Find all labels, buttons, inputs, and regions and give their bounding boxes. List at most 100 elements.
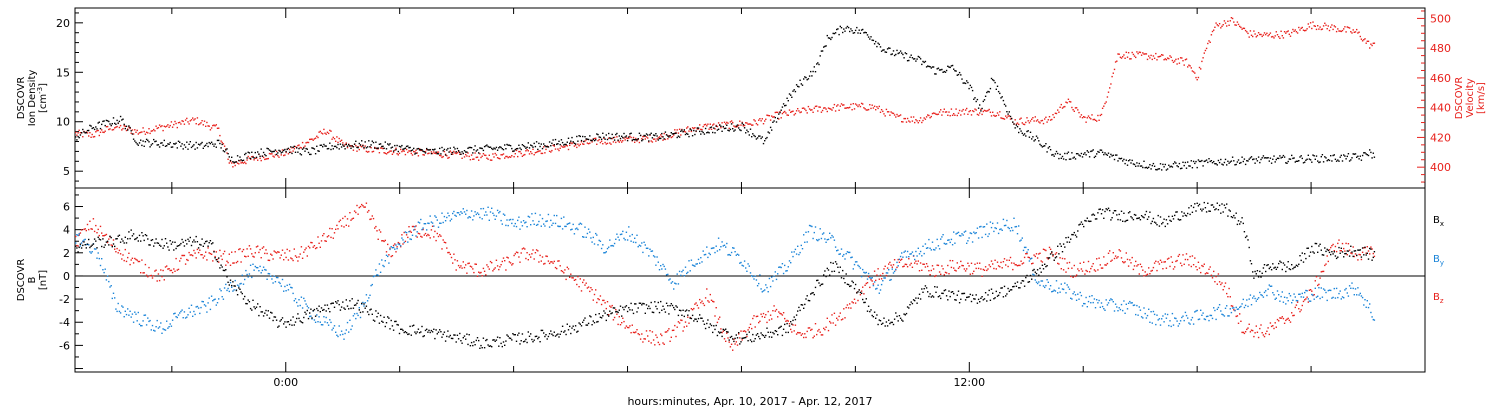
Bz-point xyxy=(613,316,616,319)
velocity-point xyxy=(800,111,802,113)
density-point xyxy=(1090,150,1092,153)
Bz-point xyxy=(617,323,619,326)
Bz-point xyxy=(1231,305,1234,307)
Bz-point xyxy=(751,327,753,330)
Bx-point xyxy=(583,319,585,321)
By-point xyxy=(220,290,222,292)
density-point xyxy=(617,139,619,141)
By-point xyxy=(1210,314,1213,317)
density-point xyxy=(602,132,604,134)
Bx-point xyxy=(590,316,592,318)
density-point xyxy=(414,153,416,155)
By-point xyxy=(712,247,714,249)
By-point xyxy=(891,268,893,270)
Bz-point xyxy=(1074,275,1077,278)
density-point xyxy=(222,150,225,152)
density-point xyxy=(765,137,767,140)
velocity-point xyxy=(1075,107,1078,109)
velocity-point xyxy=(1312,21,1314,23)
velocity-point xyxy=(486,157,488,159)
By-point xyxy=(1309,300,1312,302)
Bz-point xyxy=(1267,327,1269,329)
By-point xyxy=(1070,297,1072,299)
By-point xyxy=(261,269,264,272)
Bx-point xyxy=(388,317,390,319)
velocity-point xyxy=(216,127,219,129)
density-point xyxy=(481,147,483,150)
density-point xyxy=(1185,167,1188,169)
density-point xyxy=(657,139,659,141)
velocity-point xyxy=(1042,122,1045,125)
density-point xyxy=(361,140,363,142)
density-point xyxy=(1161,169,1163,171)
Bx-point xyxy=(397,324,399,326)
velocity-point xyxy=(585,139,587,141)
Bz-point xyxy=(408,226,410,228)
density-point xyxy=(407,145,409,147)
velocity-point xyxy=(1341,29,1344,32)
By-point xyxy=(803,234,805,236)
Bz-point xyxy=(830,322,832,324)
density-point xyxy=(597,133,599,136)
density-point xyxy=(168,143,170,145)
density-point xyxy=(190,146,193,149)
density-point xyxy=(300,154,303,156)
velocity-point xyxy=(1086,117,1088,119)
Bz-point xyxy=(883,268,885,270)
velocity-point xyxy=(1334,26,1337,28)
Bz-point xyxy=(1278,320,1280,322)
Bz-point xyxy=(421,236,423,238)
Bz-point xyxy=(193,249,195,252)
Bz-point xyxy=(1217,273,1220,275)
Bz-point xyxy=(472,268,474,270)
By-point xyxy=(448,215,450,217)
By-point xyxy=(143,314,145,316)
velocity-point xyxy=(1162,54,1164,56)
By-point xyxy=(173,313,175,315)
Bz-point xyxy=(833,312,836,314)
density-point xyxy=(1041,146,1044,148)
Bz-point xyxy=(831,314,833,316)
By-point xyxy=(1021,237,1023,239)
density-point xyxy=(846,25,849,28)
Bz-point xyxy=(839,312,841,314)
density-point xyxy=(335,145,337,148)
density-point xyxy=(598,136,600,138)
velocity-point xyxy=(560,145,563,147)
Bx-point xyxy=(475,339,477,342)
By-point xyxy=(996,222,999,224)
By-point xyxy=(827,238,830,241)
velocity-point xyxy=(1127,52,1130,54)
velocity-point xyxy=(877,107,879,110)
Bz-point xyxy=(478,271,480,273)
By-point xyxy=(668,279,670,281)
Bz-point xyxy=(1183,263,1185,265)
Bx-point xyxy=(423,335,425,337)
density-point xyxy=(1023,133,1026,135)
Bz-point xyxy=(335,228,337,230)
density-point xyxy=(318,150,320,152)
velocity-point xyxy=(1035,120,1038,122)
Bz-point xyxy=(953,267,955,269)
velocity-point xyxy=(687,126,689,128)
By-point xyxy=(426,229,428,231)
density-point xyxy=(852,32,854,34)
By-point xyxy=(176,316,178,319)
Bz-point xyxy=(1044,249,1046,251)
By-point xyxy=(96,257,98,259)
Bz-point xyxy=(957,267,960,269)
velocity-point xyxy=(281,149,284,151)
Bz-point xyxy=(850,307,852,309)
Bz-point xyxy=(188,251,190,254)
Bz-point xyxy=(1178,253,1181,256)
density-point xyxy=(1034,139,1036,141)
Bz-point xyxy=(1086,270,1088,273)
Bz-point xyxy=(1365,252,1367,254)
velocity-point xyxy=(976,113,979,116)
velocity-point xyxy=(285,151,287,154)
By-point xyxy=(865,271,867,274)
Bz-point xyxy=(266,252,268,255)
density-point xyxy=(813,66,815,68)
velocity-point xyxy=(739,120,741,122)
Bz-point xyxy=(463,266,466,269)
